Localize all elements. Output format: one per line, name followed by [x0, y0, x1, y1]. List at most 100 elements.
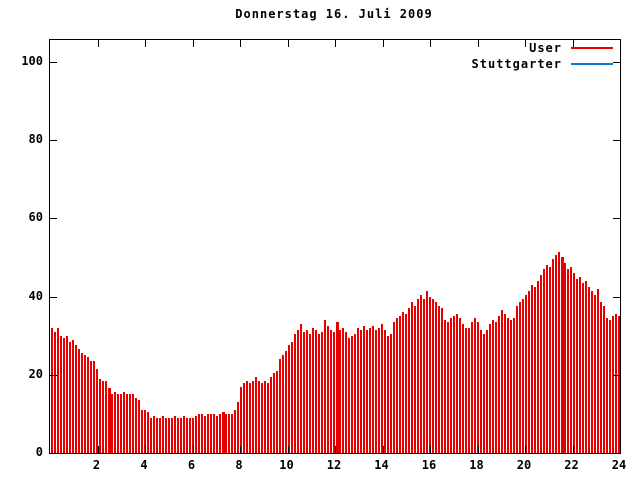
bar	[279, 359, 281, 453]
tick-mark	[613, 453, 620, 454]
bar	[207, 414, 209, 453]
bar	[477, 322, 479, 453]
tick-mark	[430, 40, 431, 47]
bar	[321, 332, 323, 453]
tick-mark	[573, 446, 574, 453]
bar	[576, 279, 578, 453]
bar	[408, 308, 410, 453]
tick-mark	[50, 218, 57, 219]
bar	[393, 322, 395, 453]
bar	[558, 252, 560, 453]
bar	[72, 340, 74, 453]
bar	[246, 381, 248, 453]
bar	[120, 394, 122, 453]
bar	[222, 412, 225, 453]
bar	[96, 369, 98, 453]
bar	[450, 318, 452, 453]
bar	[570, 267, 572, 453]
bar	[336, 322, 339, 453]
x-tick-label: 20	[516, 458, 532, 472]
bar	[489, 324, 491, 453]
bar	[501, 310, 503, 453]
bar	[237, 402, 239, 453]
tick-mark	[50, 297, 57, 298]
bar	[198, 414, 200, 453]
bar	[402, 312, 404, 453]
bar	[606, 318, 608, 453]
bar	[372, 326, 374, 453]
bar	[219, 414, 221, 453]
y-tick-label: 0	[35, 445, 43, 459]
bar	[360, 330, 362, 453]
bar	[231, 414, 233, 453]
bar	[543, 269, 545, 453]
bar	[201, 414, 203, 453]
tick-mark	[240, 446, 241, 453]
bar	[57, 328, 59, 453]
bar	[564, 263, 566, 453]
bar	[426, 291, 428, 453]
bar	[309, 334, 311, 453]
bar	[117, 394, 119, 453]
bar	[243, 383, 245, 453]
bar	[168, 418, 170, 453]
bar	[588, 287, 590, 453]
bar	[144, 410, 146, 453]
bar	[102, 381, 104, 453]
bar	[585, 281, 587, 453]
bar	[387, 336, 389, 453]
bar	[141, 410, 143, 453]
tick-mark	[525, 40, 526, 47]
tick-mark	[50, 375, 57, 376]
bar	[315, 330, 317, 453]
bar	[291, 342, 293, 453]
bar	[249, 383, 251, 453]
bar	[369, 328, 371, 453]
bar-series-user	[50, 40, 620, 453]
bar	[354, 334, 356, 453]
bar	[162, 416, 164, 453]
bar	[297, 330, 299, 453]
x-tick-label: 10	[279, 458, 294, 472]
bar	[582, 283, 584, 453]
bar	[348, 338, 350, 453]
bar	[216, 416, 218, 453]
bar	[423, 299, 425, 453]
bar	[327, 326, 329, 453]
bar	[240, 387, 242, 453]
bar	[453, 316, 455, 453]
bar	[591, 291, 593, 453]
tick-mark	[240, 40, 241, 47]
tick-mark	[430, 446, 431, 453]
bar	[261, 383, 263, 453]
y-tick-label: 20	[28, 366, 43, 381]
bar	[594, 295, 596, 453]
bar	[306, 330, 308, 453]
bar	[234, 410, 236, 453]
bar	[507, 318, 509, 453]
bar	[528, 291, 530, 453]
bar	[294, 334, 296, 453]
bar	[318, 334, 320, 453]
bar	[468, 328, 470, 453]
legend-label-user: User	[529, 41, 562, 55]
legend-entry-stuttgarter: Stuttgarter	[472, 56, 613, 72]
x-tick-label: 18	[469, 458, 484, 472]
bar	[531, 285, 533, 453]
tick-mark	[478, 40, 479, 47]
bar	[273, 373, 275, 453]
bar	[342, 328, 344, 453]
bar	[159, 418, 161, 453]
bar	[474, 318, 476, 453]
bar	[276, 371, 278, 453]
bar	[252, 381, 254, 453]
bar	[324, 320, 326, 453]
bar	[447, 322, 449, 453]
tick-mark	[288, 40, 289, 47]
bar	[345, 332, 347, 453]
legend: User Stuttgarter	[472, 40, 613, 72]
x-tick-label: 2	[92, 458, 101, 472]
bar	[138, 400, 140, 453]
bar	[165, 418, 167, 453]
